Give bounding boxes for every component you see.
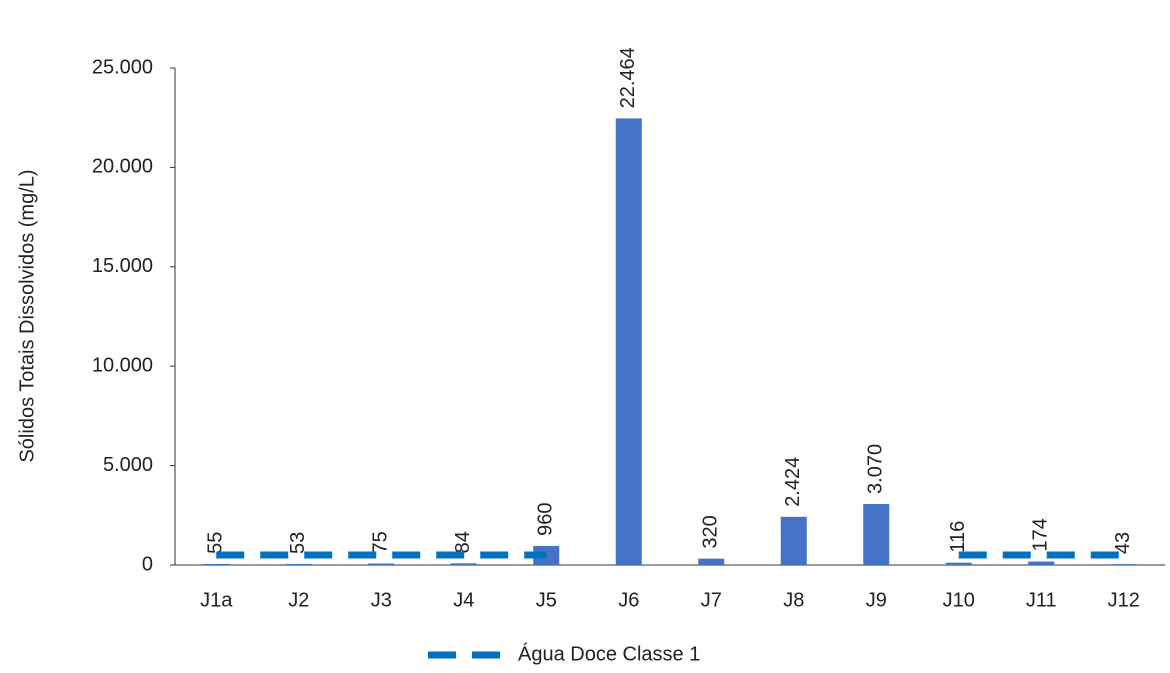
value-label: 84 [452, 531, 474, 553]
bar [1110, 564, 1137, 565]
x-tick-label: J6 [618, 589, 639, 611]
y-tick-label: 10.000 [92, 354, 153, 376]
x-tick-label: J5 [536, 589, 557, 611]
y-tick-label: 25.000 [92, 56, 153, 78]
value-label: 43 [1112, 532, 1134, 554]
bar [780, 516, 807, 565]
value-label: 53 [287, 532, 309, 554]
x-tick-label: J10 [943, 589, 975, 611]
legend-label: Água Doce Classe 1 [518, 642, 700, 665]
x-tick-label: J3 [371, 589, 392, 611]
x-tick-label: J9 [866, 589, 887, 611]
value-label: 174 [1030, 518, 1052, 551]
value-label: 116 [947, 521, 969, 553]
bar [615, 118, 642, 565]
value-label: 320 [700, 515, 722, 548]
value-label: 960 [535, 503, 557, 536]
x-tick-label: J1a [200, 589, 233, 611]
value-label: 2.424 [782, 457, 804, 507]
value-label: 3.070 [865, 444, 887, 494]
bar [368, 563, 395, 565]
x-tick-label: J8 [783, 589, 804, 611]
bar [1028, 561, 1055, 565]
x-tick-label: J2 [288, 589, 309, 611]
x-tick-label: J12 [1108, 589, 1140, 611]
bar [698, 558, 725, 565]
x-tick-label: J7 [701, 589, 722, 611]
value-label: 55 [205, 532, 227, 554]
y-tick-label: 15.000 [92, 255, 153, 277]
bar [450, 563, 477, 565]
y-axis-label: Sólidos Totais Dissolvidos (mg/L) [16, 169, 38, 462]
y-tick-label: 0 [142, 553, 153, 575]
y-tick-label: 20.000 [92, 156, 153, 178]
y-tick-label: 5.000 [103, 454, 153, 476]
value-label: 75 [370, 531, 392, 553]
bar [203, 563, 230, 565]
bar [285, 563, 312, 565]
bar [945, 562, 972, 565]
bar [863, 503, 890, 565]
x-tick-label: J4 [453, 589, 474, 611]
value-label: 22.464 [617, 47, 639, 108]
x-tick-label: J11 [1026, 589, 1057, 611]
